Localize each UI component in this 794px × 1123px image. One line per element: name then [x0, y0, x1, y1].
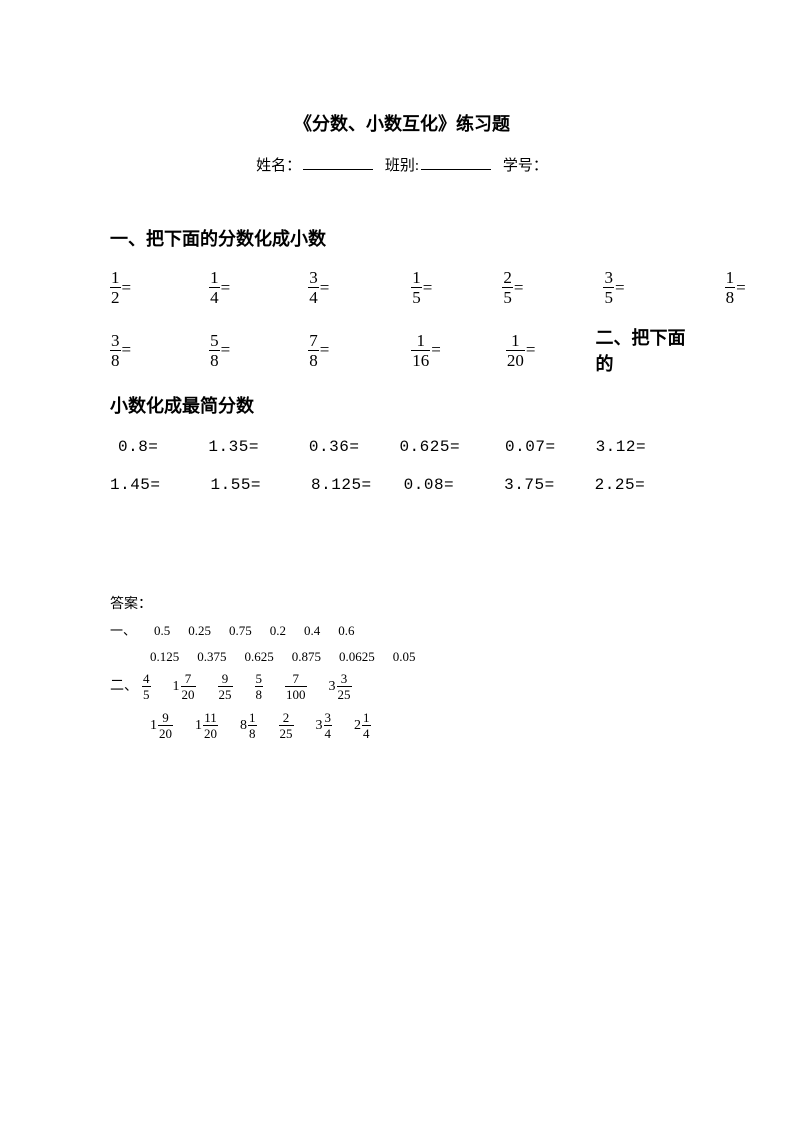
answer-fraction: 11120 [195, 711, 218, 740]
answer1-row2: 0.1250.3750.6250.8750.06250.05 [110, 647, 694, 667]
class-label: 班别: [385, 158, 419, 174]
decimal-problem: 0.07= [505, 438, 556, 456]
decimal-row-1: 0.8= 1.35= 0.36= 0.625= 0.07= 3.12= [110, 438, 694, 456]
fraction-problem: 38= [110, 332, 131, 369]
id-label: 学号： [503, 158, 548, 174]
fraction-problem: 78= [308, 332, 329, 369]
decimal-problem: 3.75= [504, 476, 555, 494]
fraction-row-2: 38= 58= 78= 116= 120= 二、把下面的 [110, 324, 694, 376]
fraction-problem: 116= [411, 332, 441, 369]
answer-fraction: 818 [240, 711, 257, 740]
worksheet-title: 《分数、小数互化》练习题 [110, 110, 694, 136]
answer-fraction: 3325 [329, 672, 352, 701]
decimal-problem: 1.45= [110, 476, 161, 494]
decimal-problem: 0.625= [399, 438, 460, 456]
class-blank [421, 156, 491, 170]
answer-fraction: 925 [218, 672, 233, 701]
answer-fraction: 214 [354, 711, 371, 740]
decimal-problem: 8.125= [311, 476, 372, 494]
decimal-problem: 0.08= [404, 476, 455, 494]
decimal-problem: 3.12= [596, 438, 647, 456]
answer-fraction: 45 [142, 672, 151, 701]
answer-fraction: 334 [316, 711, 333, 740]
answer-fraction: 58 [255, 672, 264, 701]
student-info-line: 姓名： 班别: 学号： [110, 154, 694, 175]
name-label: 姓名： [256, 158, 301, 174]
section2-heading-inline: 二、把下面的 [595, 324, 694, 376]
answer-fraction: 225 [279, 711, 294, 740]
answer-fraction: 1920 [150, 711, 173, 740]
answer2-row2: 1920 11120 818 225 334 214 [110, 711, 694, 740]
decimal-problem: 0.8= [118, 438, 158, 456]
answers-label: 答案： [110, 594, 694, 615]
fraction-problem: 58= [209, 332, 230, 369]
section2-heading-cont: 小数化成最简分数 [110, 392, 694, 418]
fraction-problem: 14= [209, 269, 230, 306]
decimal-row-2: 1.45= 1.55= 8.125= 0.08= 3.75= 2.25= [110, 476, 694, 494]
fraction-problem: 34= [308, 269, 329, 306]
fraction-problem: 25= [502, 269, 523, 306]
fraction-problem: 120= [506, 332, 536, 369]
answer1-row1: 一、0.50.250.750.20.40.6 [110, 621, 694, 641]
decimal-problem: 1.55= [211, 476, 262, 494]
answer-fraction: 1720 [173, 672, 196, 701]
fraction-problem: 18= [725, 269, 746, 306]
fraction-problem: 35= [603, 269, 624, 306]
fraction-problem: 15= [411, 269, 432, 306]
name-blank [303, 156, 373, 170]
answer-fraction: 7100 [285, 672, 307, 701]
decimal-problem: 0.36= [309, 438, 360, 456]
answers-section: 答案： 一、0.50.250.750.20.40.6 0.1250.3750.6… [110, 594, 694, 740]
fraction-problem: 12= [110, 269, 131, 306]
decimal-problem: 1.35= [208, 438, 259, 456]
fraction-row-1: 12=14=34=15=25=35=18= [110, 269, 694, 306]
decimal-problem: 2.25= [595, 476, 646, 494]
section1-heading: 一、把下面的分数化成小数 [110, 225, 694, 251]
answer2-row1: 二、4517209255871003325 [110, 672, 694, 701]
